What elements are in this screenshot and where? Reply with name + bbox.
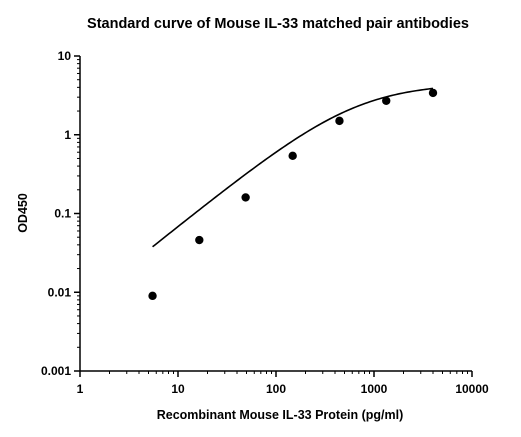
chart-title: Standard curve of Mouse IL-33 matched pa…: [87, 16, 469, 32]
x-tick-label: 1000: [361, 382, 388, 396]
axes-layer: 0.001 0.01 0.1 1 10 1 10 100 1000 10000: [41, 49, 489, 396]
data-point: [148, 291, 157, 301]
x-tick-label: 10: [171, 382, 185, 396]
x-tick-label: 100: [266, 382, 286, 396]
data-points-layer: [148, 88, 438, 301]
y-tick-label: 0.001: [41, 364, 71, 378]
y-tick-label: 0.1: [54, 207, 71, 221]
y-tick-label: 1: [64, 128, 71, 142]
data-point: [241, 193, 250, 202]
x-tick-label: 1: [77, 382, 84, 396]
data-point: [335, 116, 344, 126]
y-tick-label: 0.01: [48, 285, 72, 299]
data-point: [195, 235, 204, 245]
data-point: [382, 96, 391, 105]
x-axis-label: Recombinant Mouse IL-33 Protein (pg/ml): [157, 408, 404, 422]
fit-curve: [152, 87, 434, 248]
y-tick-label: 10: [58, 49, 72, 63]
fit-curve-layer: [152, 87, 434, 248]
data-point: [288, 151, 297, 161]
x-tick-label: 10000: [455, 382, 489, 396]
y-axis-label: OD450: [16, 193, 30, 233]
data-point: [428, 88, 438, 98]
